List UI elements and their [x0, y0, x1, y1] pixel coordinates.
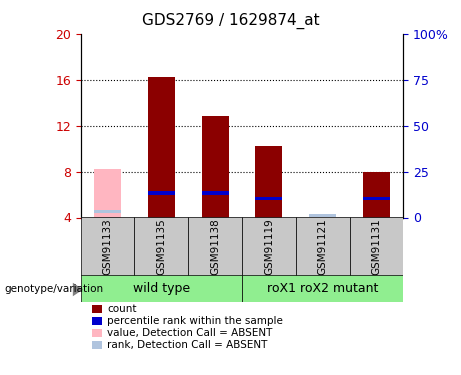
Text: genotype/variation: genotype/variation — [5, 285, 104, 294]
Bar — [81, 217, 135, 276]
Bar — [94, 169, 121, 217]
Bar — [255, 197, 282, 200]
Bar — [309, 214, 336, 217]
Bar — [135, 217, 188, 276]
Text: GDS2769 / 1629874_at: GDS2769 / 1629874_at — [142, 13, 319, 29]
Bar — [242, 275, 403, 302]
Text: GSM91133: GSM91133 — [102, 218, 112, 275]
Bar — [242, 217, 296, 276]
Text: rank, Detection Call = ABSENT: rank, Detection Call = ABSENT — [107, 340, 267, 350]
Text: GSM91135: GSM91135 — [156, 218, 166, 275]
Bar — [349, 217, 403, 276]
Text: roX1 roX2 mutant: roX1 roX2 mutant — [267, 282, 378, 295]
Text: count: count — [107, 304, 136, 314]
Bar — [148, 77, 175, 218]
Bar — [201, 116, 229, 218]
Bar — [255, 146, 282, 218]
Text: GSM91138: GSM91138 — [210, 218, 220, 275]
Text: value, Detection Call = ABSENT: value, Detection Call = ABSENT — [107, 328, 272, 338]
Text: GSM91119: GSM91119 — [264, 218, 274, 275]
Bar — [188, 217, 242, 276]
Text: GSM91121: GSM91121 — [318, 218, 328, 275]
Bar — [363, 197, 390, 200]
Bar — [363, 172, 390, 217]
Text: GSM91131: GSM91131 — [372, 218, 382, 275]
Bar — [296, 217, 349, 276]
Text: percentile rank within the sample: percentile rank within the sample — [107, 316, 283, 326]
Text: wild type: wild type — [133, 282, 190, 295]
Bar — [81, 275, 242, 302]
Bar — [94, 210, 121, 213]
Bar — [148, 191, 175, 195]
Bar — [201, 191, 229, 195]
